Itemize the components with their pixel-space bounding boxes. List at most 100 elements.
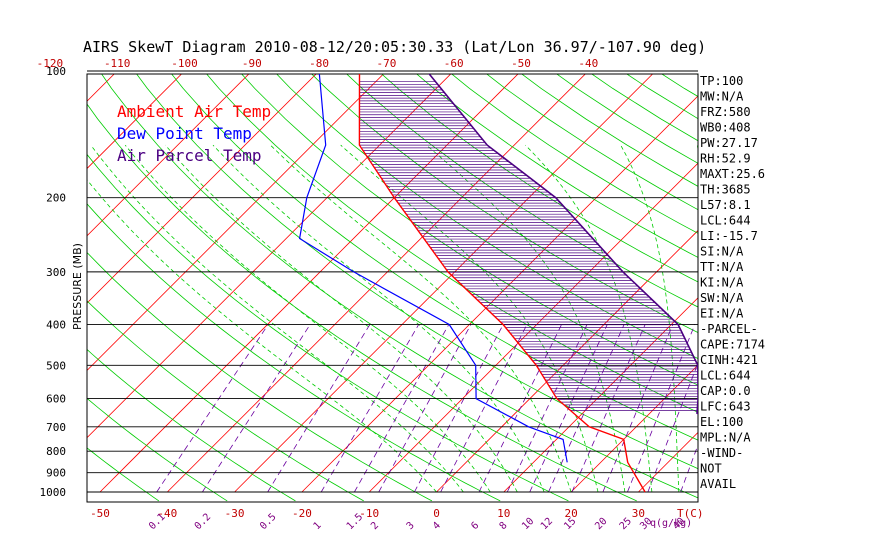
isotherm-line — [87, 74, 384, 371]
info-panel-line: WB0:408 — [700, 121, 751, 135]
mixing-ratio-tick-label: 10 — [520, 516, 536, 532]
isotherm-line — [87, 74, 183, 170]
info-panel-line: TP:100 — [700, 74, 743, 88]
bottom-temp-tick-label: -30 — [225, 507, 245, 520]
bottom-temp-tick-label: 20 — [564, 507, 577, 520]
bottom-temp-tick-label: 30 — [632, 507, 645, 520]
top-temp-tick-label: -120 — [37, 57, 64, 70]
pressure-tick-label: 100 — [46, 65, 66, 78]
legend-entry: Air Parcel Temp — [117, 146, 262, 165]
info-panel-line: RH:52.9 — [700, 152, 751, 166]
pressure-tick-label: 1000 — [40, 486, 67, 499]
isotherm-line — [87, 74, 452, 439]
dry-adiabat-line — [101, 74, 698, 499]
info-panel-line: L57:8.1 — [700, 198, 751, 212]
isotherm-line — [503, 297, 698, 493]
plot-border — [86, 73, 699, 503]
mixing-ratio-tick-label: 2 — [369, 520, 381, 532]
legend: Ambient Air Temp Dew Point Temp Air Parcel… — [117, 102, 271, 165]
profile-lines — [298, 74, 698, 493]
isotherm-line — [87, 74, 250, 237]
pressure-tick-label: 900 — [46, 467, 66, 480]
isotherm-line — [87, 74, 317, 304]
info-panel-line: MW:N/A — [700, 90, 744, 104]
x-axis-unit-label: T(C) — [677, 507, 704, 520]
mixing-ratio-tick-label: 1 — [312, 520, 324, 532]
top-temp-tick-label: -60 — [444, 57, 464, 70]
bottom-temp-tick-label: -40 — [157, 507, 177, 520]
ambient-temp-line — [358, 74, 646, 493]
parcel-temp-line — [428, 74, 698, 415]
isotherm-line — [99, 74, 519, 493]
mixing-ratio-tick-label: 3 — [405, 520, 417, 532]
mixing-ratio-line — [378, 324, 472, 493]
info-panel-line: PW:27.17 — [700, 136, 758, 150]
moist-adiabat-line — [212, 144, 545, 493]
info-panel-line: MAXT:25.6 — [700, 167, 765, 181]
bottom-temp-tick-label: -50 — [90, 507, 110, 520]
info-panel-line: FRZ:580 — [700, 105, 751, 119]
y-axis-label: PRESSURE (MB) — [71, 243, 84, 330]
dry-adiabat-line — [87, 397, 228, 502]
dewpoint-line — [298, 74, 568, 463]
top-temp-tick-label: -80 — [309, 57, 329, 70]
top-temp-tick-label: -100 — [171, 57, 198, 70]
info-panel-line: TT:N/A — [700, 260, 744, 274]
dry-adiabat-line — [87, 447, 160, 502]
bottom-temp-tick-label: 0 — [433, 507, 440, 520]
mixing-ratio-line — [414, 324, 504, 493]
chart-title: AIRS SkewT Diagram 2010-08-12/20:05:30.3… — [83, 38, 706, 56]
mixing-ratio-line — [354, 324, 450, 493]
dry-adiabat-line — [87, 153, 569, 502]
moist-adiabat-line — [90, 144, 464, 493]
isotherm-line — [436, 229, 698, 493]
top-temp-tick-label: -50 — [511, 57, 531, 70]
moist-adiabat-line — [426, 144, 626, 493]
pressure-tick-label: 500 — [46, 359, 66, 372]
isotherm-line — [167, 74, 586, 493]
isotherm-line — [368, 162, 698, 493]
moist-adiabat-line — [164, 144, 518, 493]
dry-adiabat-line — [416, 74, 698, 258]
info-panel-line: CAPE:7174 — [700, 338, 765, 352]
dry-adiabat-line — [241, 74, 698, 386]
isotherm-line — [301, 95, 698, 493]
mixing-ratio-tick-label: 8 — [498, 520, 510, 532]
isobars — [86, 70, 699, 503]
dry-adiabat-line — [381, 74, 698, 283]
info-panel-line: LI:-15.7 — [700, 229, 758, 243]
isotherm-line — [570, 364, 698, 493]
info-panel-line: NOT — [700, 462, 722, 476]
mixing-ratio-tick-label: 0.5 — [258, 512, 279, 533]
info-panel-line: LCL:644 — [700, 369, 751, 383]
pressure-tick-label: 600 — [46, 393, 66, 406]
info-panel-line: SW:N/A — [700, 291, 744, 305]
dry-adiabat-line — [87, 103, 637, 502]
mixing-ratio-tick-label: 0.2 — [193, 512, 214, 533]
info-panel-line: SI:N/A — [700, 245, 744, 259]
legend-entry: Ambient Air Temp — [117, 102, 271, 121]
dry-adiabat-line — [171, 74, 698, 441]
dry-adiabat-line — [276, 74, 698, 360]
info-panel-line: KI:N/A — [700, 276, 744, 290]
pressure-tick-label: 300 — [46, 266, 66, 279]
top-temp-tick-label: -40 — [578, 57, 598, 70]
bottom-temp-tick-label: -20 — [292, 507, 312, 520]
info-panel-line: LFC:643 — [700, 400, 751, 414]
dry-adiabat-line — [206, 74, 698, 413]
top-temp-tick-label: -70 — [376, 57, 396, 70]
info-panel-line: -WIND- — [700, 446, 743, 460]
isotherm-line — [773, 71, 870, 492]
info-panel-line: LCL:644 — [700, 214, 751, 228]
dry-adiabat-line — [87, 300, 364, 502]
pressure-tick-label: 700 — [46, 421, 66, 434]
mixing-ratio-line — [320, 324, 420, 493]
mixing-ratio-tick-label: 6 — [469, 520, 481, 532]
dry-adiabat-line — [311, 74, 698, 333]
mixing-ratio-tick-label: 20 — [593, 516, 609, 532]
mixing-ratio-unit-label: q(g/kg) — [650, 518, 692, 529]
moist-adiabat-line — [87, 179, 437, 493]
legend-entry: Dew Point Temp — [117, 124, 252, 143]
